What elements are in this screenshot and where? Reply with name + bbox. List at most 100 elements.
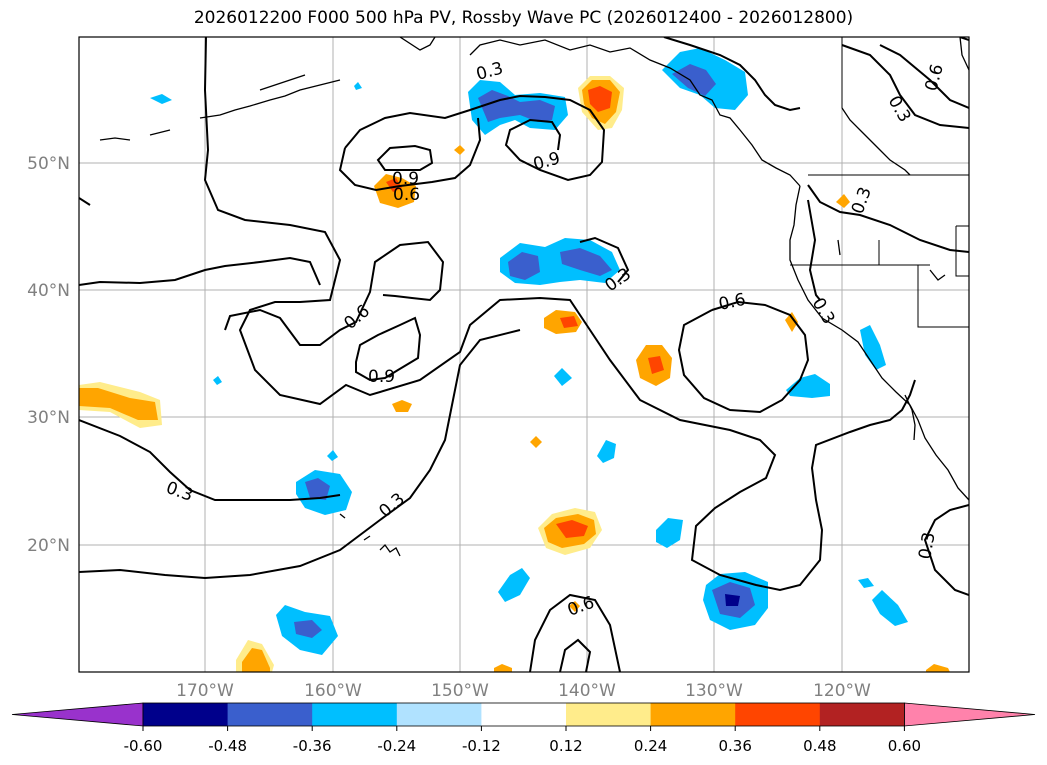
blue-anomaly xyxy=(554,368,572,386)
contour-label: 0.3 xyxy=(915,531,939,561)
colorbar-tick-label: -0.36 xyxy=(293,737,332,755)
blue-anomaly xyxy=(656,518,683,548)
lat-label: 20°N xyxy=(27,536,70,556)
blue-anomaly xyxy=(327,450,338,461)
blue-anomaly xyxy=(150,94,172,104)
warm-anomaly xyxy=(79,388,158,420)
colorbar-tick-label: -0.12 xyxy=(462,737,501,755)
contour-line xyxy=(807,184,969,253)
contour-line xyxy=(529,593,621,672)
blue-anomaly xyxy=(354,82,362,90)
colorbar-segment xyxy=(481,703,567,726)
blue-anomaly xyxy=(860,325,886,370)
contour-line xyxy=(224,240,445,346)
lat-labels: 50°N 40°N 30°N 20°N xyxy=(27,154,70,556)
contour-label: 0.6 xyxy=(393,185,420,205)
colorbar-extend-right xyxy=(904,702,1036,727)
colorbar-tick-label: 0.12 xyxy=(549,737,582,755)
contour-line xyxy=(79,419,341,501)
map-title: 2026012200 F000 500 hPa PV, Rossby Wave … xyxy=(193,8,854,28)
warm-anomaly xyxy=(560,316,578,328)
contour-line xyxy=(663,37,801,112)
map-content: 0.3 0.9 0.6 0.9 0.3 0.6 0.9 0.6 0.3 0.3 … xyxy=(79,37,969,672)
contour-line xyxy=(79,197,91,206)
blue-anomaly xyxy=(560,248,612,276)
filled-features xyxy=(79,48,950,672)
pv-contours xyxy=(79,37,969,672)
lat-label: 40°N xyxy=(27,281,70,301)
lon-label: 120°W xyxy=(813,681,871,701)
blue-anomaly xyxy=(725,594,740,606)
blue-anomaly xyxy=(872,590,908,626)
colorbar-segment xyxy=(735,703,821,726)
contour-line xyxy=(879,44,969,109)
colorbar-segment xyxy=(312,703,398,726)
warm-anomaly xyxy=(648,356,664,374)
warm-anomaly xyxy=(588,86,612,112)
warm-anomaly xyxy=(494,664,512,672)
contour-line xyxy=(344,94,606,182)
colorbar-segment xyxy=(143,703,229,726)
warm-anomaly xyxy=(242,648,270,672)
blue-anomaly xyxy=(786,374,830,398)
lon-labels: 170°W 160°W 150°W 140°W 130°W 120°W xyxy=(176,681,871,701)
lon-label: 130°W xyxy=(685,681,743,701)
contour-line xyxy=(807,199,821,301)
colorbar-segment xyxy=(566,703,652,726)
colorbar-segment xyxy=(227,703,313,726)
contour-line xyxy=(376,144,434,171)
contour-line xyxy=(559,638,592,672)
warm-anomaly xyxy=(836,194,850,208)
colorbar-tick-label: 0.24 xyxy=(634,737,667,755)
colorbar-tick-label: -0.48 xyxy=(208,737,247,755)
warm-anomaly xyxy=(454,145,465,155)
blue-anomaly xyxy=(597,440,616,463)
blue-anomaly xyxy=(498,568,530,602)
warm-anomaly xyxy=(392,400,412,412)
warm-anomaly xyxy=(386,178,402,192)
contour-line xyxy=(79,256,321,286)
contour-line xyxy=(579,236,630,283)
colorbar-outline xyxy=(142,702,905,727)
blue-anomaly xyxy=(672,64,716,96)
contour-line xyxy=(923,504,969,596)
contour-label: 0.9 xyxy=(368,367,395,387)
blue-anomaly xyxy=(858,578,874,588)
contour-line xyxy=(677,300,810,414)
map-border xyxy=(78,36,970,673)
contour-line xyxy=(203,37,916,592)
colorbar-segment xyxy=(819,703,905,726)
colorbar-segment xyxy=(396,703,482,726)
blue-anomaly xyxy=(305,478,330,500)
warm-anomaly xyxy=(569,601,580,612)
blue-anomaly xyxy=(213,376,222,385)
colorbar-extend-left xyxy=(11,702,144,727)
warm-anomaly xyxy=(530,436,542,448)
warm-anomaly xyxy=(926,664,950,672)
contour-line xyxy=(79,329,521,580)
lat-label: 30°N xyxy=(27,408,70,428)
lon-label: 170°W xyxy=(176,681,234,701)
contour-line xyxy=(355,316,422,382)
contour-line xyxy=(841,44,969,129)
contour-line xyxy=(338,117,482,192)
coastlines xyxy=(99,37,969,557)
colorbar-segment xyxy=(650,703,736,726)
colorbar-tick-label: -0.60 xyxy=(124,737,163,755)
contour-label: 0.9 xyxy=(392,169,419,189)
colorbar: -0.60 -0.48 -0.36 -0.24 -0.12 0.12 0.24 0.36 0.4… xyxy=(11,702,1036,755)
warm-anomaly xyxy=(556,520,588,538)
lon-label: 160°W xyxy=(304,681,362,701)
colorbar-tick-label: -0.24 xyxy=(377,737,416,755)
colorbar-tick-label: 0.36 xyxy=(718,737,751,755)
lon-label: 150°W xyxy=(431,681,489,701)
blue-anomaly xyxy=(294,620,322,638)
warm-anomaly xyxy=(785,312,798,332)
lat-label: 50°N xyxy=(27,154,70,174)
blue-anomaly xyxy=(508,252,540,280)
blue-anomaly xyxy=(478,90,555,122)
lon-label: 140°W xyxy=(558,681,616,701)
colorbar-tick-label: 0.48 xyxy=(803,737,836,755)
map-area xyxy=(79,37,969,672)
